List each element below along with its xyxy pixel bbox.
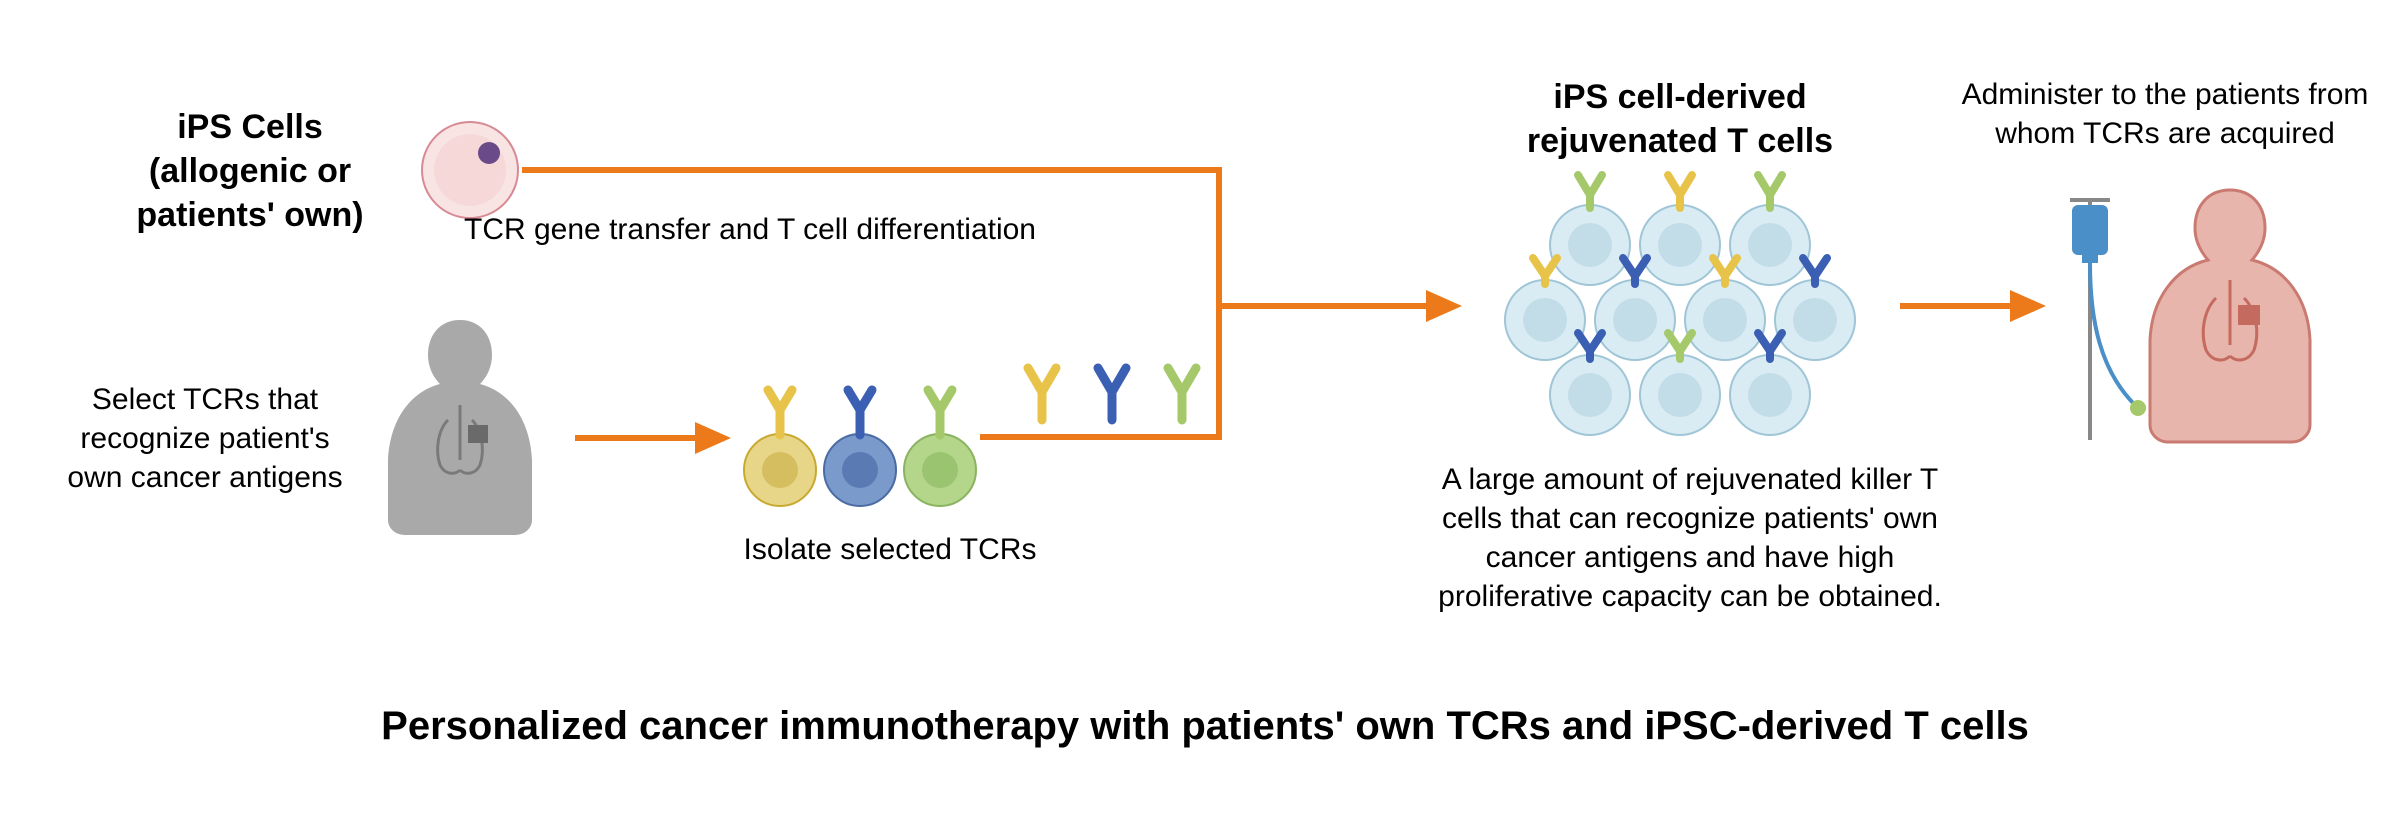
isolate-tcrs-label: Isolate selected TCRs	[730, 530, 1050, 569]
rejuvenated-title: iPS cell-derived rejuvenated T cells	[1460, 75, 1900, 163]
ips-cell-icon	[415, 115, 525, 225]
tcell-cluster-icon	[1470, 160, 1890, 440]
select-tcrs-label: Select TCRs that recognize patient's own…	[60, 380, 350, 497]
patient-gray-icon	[360, 310, 560, 540]
ips-cells-title: iPS Cells (allogenic or patients' own)	[95, 105, 405, 238]
patient-pink-icon	[2050, 170, 2350, 460]
arrow-patient-to-tcrs	[575, 435, 695, 441]
tcr-receptors-group	[1010, 360, 1220, 430]
arrow-to-patient	[1900, 303, 2010, 309]
arrow-head-patient	[2010, 290, 2046, 322]
tcr-cells-group	[740, 360, 980, 510]
footer-title: Personalized cancer immunotherapy with p…	[280, 700, 2130, 752]
arrow-head-merge	[1426, 290, 1462, 322]
flow-line-merge	[1216, 303, 1426, 309]
flow-line-top	[522, 167, 1222, 173]
arrow-head-1	[695, 422, 731, 454]
rejuvenated-desc: A large amount of rejuvenated killer T c…	[1430, 460, 1950, 616]
tcr-transfer-label: TCR gene transfer and T cell differentia…	[430, 210, 1070, 249]
flow-line-bottom	[980, 434, 1222, 440]
administer-label: Administer to the patients from whom TCR…	[1950, 75, 2380, 153]
